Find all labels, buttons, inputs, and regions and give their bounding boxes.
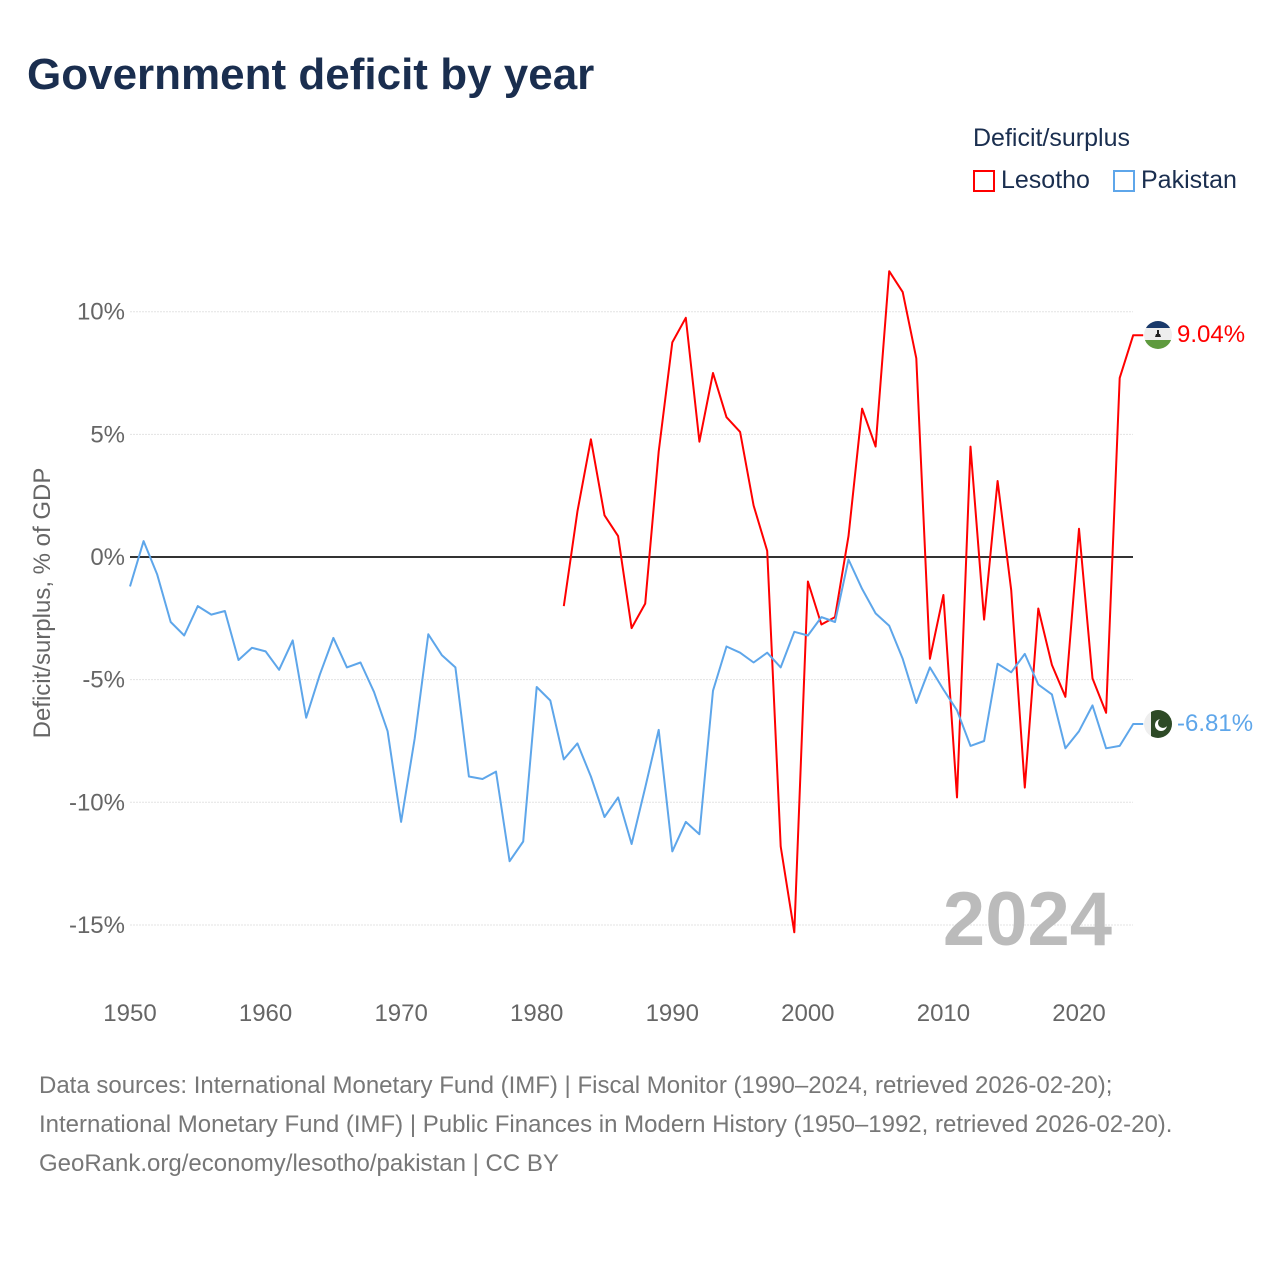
y-tick-label: -10% — [69, 789, 125, 816]
y-axis-label: Deficit/surplus, % of GDP — [29, 468, 56, 739]
y-tick-label: -15% — [69, 912, 125, 939]
chart-title: Government deficit by year — [27, 50, 595, 99]
series-line-pakistan[interactable] — [129, 540, 1144, 863]
x-tick-label: 1970 — [374, 1000, 427, 1027]
sources-text: Data sources: International Monetary Fun… — [39, 1072, 1173, 1138]
series-line-lesotho[interactable] — [562, 270, 1144, 934]
x-tick-label: 1960 — [239, 1000, 292, 1027]
lesotho-flag-icon — [1144, 321, 1172, 349]
x-tick-label: 1990 — [646, 1000, 699, 1027]
chart-area: 10% 5% 0% -5% -10% -15% 1950 1960 1970 1980 1990 20… — [29, 270, 1253, 1027]
y-tick-label: -5% — [82, 667, 125, 694]
y-tick-label: 5% — [90, 421, 125, 448]
legend-item-lesotho[interactable]: Lesotho — [973, 166, 1090, 195]
year-watermark: 2024 — [943, 877, 1112, 962]
y-tick-label: 10% — [77, 299, 125, 326]
sources-note: Data sources: International Monetary Fun… — [39, 1066, 1239, 1183]
end-label-lesotho: 9.04% — [1177, 321, 1245, 348]
legend-label-lesotho: Lesotho — [1001, 166, 1090, 194]
y-tick-label: 0% — [90, 544, 125, 571]
legend-item-pakistan[interactable]: Pakistan — [1113, 166, 1237, 195]
legend-title: Deficit/surplus — [973, 124, 1130, 152]
end-label-pakistan: -6.81% — [1177, 710, 1253, 737]
pakistan-flag-icon — [1144, 710, 1172, 738]
x-tick-label: 2010 — [917, 1000, 970, 1027]
legend-label-pakistan: Pakistan — [1141, 166, 1237, 194]
x-tick-label: 2020 — [1052, 1000, 1105, 1027]
legend-swatch-pakistan — [1113, 169, 1135, 192]
x-tick-label: 1980 — [510, 1000, 563, 1027]
x-tick-label: 2000 — [781, 1000, 834, 1027]
attribution-link[interactable]: GeoRank.org/economy/lesotho/pakistan | C… — [39, 1150, 559, 1177]
legend-swatch-lesotho — [973, 169, 995, 192]
x-tick-label: 1950 — [103, 1000, 156, 1027]
